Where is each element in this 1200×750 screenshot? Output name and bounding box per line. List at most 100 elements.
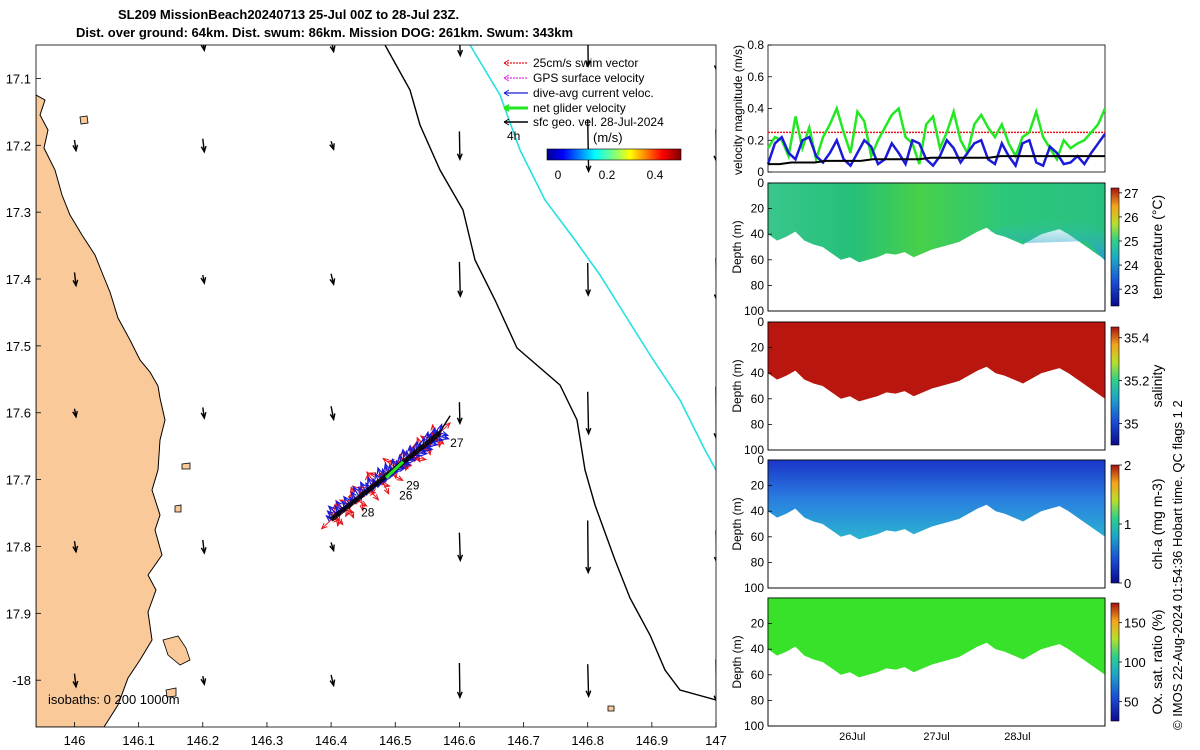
section-ylabel: Depth (m): [730, 220, 744, 273]
section-y-tick-label: 20: [751, 202, 765, 216]
section-y-tick-label: 60: [751, 392, 765, 406]
isobath-200m: [384, 45, 716, 701]
map-x-tick-label: 146.1: [122, 733, 155, 748]
section-y-tick-label: 20: [751, 341, 765, 355]
colorbar-tick-label: 35.4: [1124, 331, 1149, 346]
geo-velocity-arrow: [456, 402, 463, 426]
geo-velocity-arrow: [72, 673, 79, 689]
geo-velocity-arrow: [329, 141, 335, 152]
time-axis-label: 27Jul: [923, 731, 949, 743]
dive-velocity-vector: [439, 430, 450, 437]
map-x-tick-label: 146.3: [251, 733, 284, 748]
colorbar-tick: 0: [555, 168, 562, 182]
credit-text: © IMOS 22-Aug-2024 01:54:36 Hobart time.…: [1170, 400, 1185, 730]
section-y-tick-label: 40: [751, 642, 765, 656]
section-border: [767, 459, 1106, 589]
velocity-y-axis: 0 0.2 0.4 0.6 0.8: [747, 40, 772, 179]
map-legend: 25cm/s swim vector GPS surface velocity …: [503, 56, 682, 182]
swim-vector: [320, 518, 334, 530]
map-x-tick-label: 146.9: [636, 733, 669, 748]
colorbar-tick-label: 0: [1124, 576, 1131, 591]
velocity-series-line: [768, 155, 1105, 166]
geo-velocity-arrow: [200, 539, 207, 555]
section-border: [767, 182, 1106, 312]
section-y-tick-label: 40: [751, 227, 765, 241]
section-border: [767, 321, 1106, 451]
colorbar-tick-label: 2: [1124, 458, 1131, 473]
colorbar-tick-label: 100: [1124, 655, 1146, 670]
section-colorbar: [1110, 187, 1120, 307]
legend-dive-label: dive-avg current veloc.: [533, 86, 654, 100]
island: [174, 504, 182, 513]
time-axis-label: 28Jul: [1004, 731, 1030, 743]
geo-velocity-arrow: [585, 520, 592, 575]
geo-velocity-arrow: [713, 258, 716, 300]
map-x-tick-label: 146.2: [187, 733, 220, 748]
geo-velocity-arrow: [72, 408, 78, 419]
section-y-tick-label: 0: [757, 178, 764, 190]
velocity-y-tick-label: 0.4: [747, 102, 764, 116]
island: [607, 705, 615, 712]
section-y-tick-label: 100: [744, 304, 764, 318]
section-y-tick-label: 0: [757, 315, 764, 329]
colorbar-tick-label: 27: [1124, 186, 1138, 201]
section-y-tick-label: 60: [751, 530, 765, 544]
track-day-label: 28: [361, 506, 375, 520]
section-y-tick-label: 0: [757, 453, 764, 467]
velocity-y-tick-label: 0: [757, 165, 764, 179]
map-y-tick-label: 17.2: [6, 138, 31, 153]
geo-velocity-arrow: [329, 406, 336, 422]
section-ylabel: Depth (m): [730, 497, 744, 550]
section-cool-layer: [988, 218, 1105, 261]
geo-velocity-arrow: [200, 407, 207, 420]
geo-velocity-arrow: [713, 659, 716, 702]
geo-velocity-arrow: [585, 391, 592, 436]
time-axis-label: 26Jul: [839, 731, 865, 743]
section-ylabel: Depth (m): [730, 359, 744, 412]
map-x-tick-label: 146.6: [443, 733, 476, 748]
colorbar-tick: 0.2: [599, 168, 616, 182]
map-y-tick-label: 17.4: [6, 272, 31, 287]
section-colorbar-label: temperature (°C): [1149, 195, 1165, 299]
section-data: [768, 183, 1105, 263]
velocity-series: [766, 104, 1107, 169]
island: [79, 115, 89, 125]
map-x-tick-label: 146.5: [379, 733, 412, 748]
legend-4h-label: 4h: [507, 129, 520, 143]
section-y-tick-label: 80: [751, 693, 765, 707]
map-y-tick-label: -18: [12, 673, 31, 688]
geo-velocity-arrow: [200, 138, 207, 154]
colorbar-tick-label: 35: [1124, 417, 1138, 432]
geo-velocity-arrow: [457, 261, 464, 298]
map-y-tick-label: 17.7: [6, 473, 31, 488]
velocity-y-tick-label: 0.6: [747, 70, 764, 84]
section-y-tick-label: 80: [751, 555, 765, 569]
map-x-tick-label: 146.7: [507, 733, 540, 748]
map-title-line2: Dist. over ground: 64km. Dist. swum: 86k…: [76, 25, 574, 40]
geo-velocity-arrow: [585, 664, 592, 698]
section-colorbar: [1110, 464, 1120, 584]
map-x-axis: 146 146.1 146.2 146.3 146.4 146.5 146.6 146.7 14…: [64, 722, 727, 748]
section-y-tick-label: 100: [744, 581, 764, 595]
section-y-tick-label: 80: [751, 278, 765, 292]
map-x-tick-label: 146.4: [315, 733, 348, 748]
colorbar: [546, 148, 682, 161]
track-end-line: [437, 415, 451, 436]
section-panel: 0 20 40 60 80 100 Depth (m) 27 26 25 24 23 temperatu…: [730, 178, 1165, 318]
geo-velocity-arrow: [585, 263, 592, 297]
map-y-tick-label: 17.5: [6, 339, 31, 354]
geo-velocity-arrow: [713, 386, 716, 440]
legend-net-label: net glider velocity: [533, 101, 626, 115]
geo-velocity-arrow: [585, 119, 592, 174]
dive-velocity-vector: [325, 514, 333, 522]
section-y-tick-label: 60: [751, 668, 765, 682]
geo-velocity-arrow: [713, 129, 716, 162]
colorbar-tick-label: 24: [1124, 258, 1138, 273]
map-y-tick-label: 17.8: [6, 539, 31, 554]
section-ylabel: Depth (m): [730, 635, 744, 688]
section-panel: 20 40 60 80 100 Depth (m) 150 100 50 Ox. sat. rat…: [730, 597, 1165, 733]
geo-velocity-arrow: [200, 274, 207, 285]
section-data: [768, 598, 1105, 678]
